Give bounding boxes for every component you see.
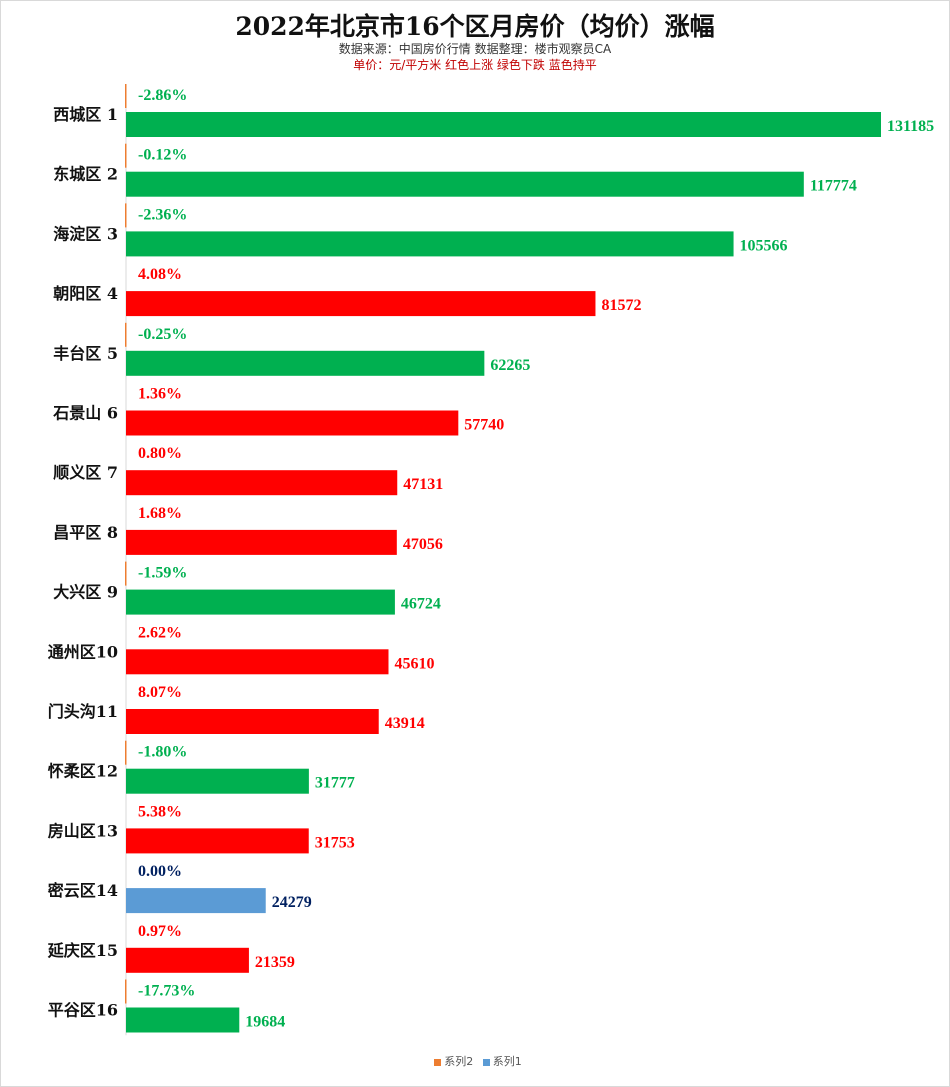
legend: 系列2 系列1 bbox=[1, 1053, 949, 1069]
price-bar bbox=[126, 291, 596, 317]
change-label: 1.36% bbox=[138, 386, 182, 403]
change-label: -0.12% bbox=[138, 147, 187, 164]
change-label: 0.80% bbox=[138, 445, 182, 462]
value-label: 117774 bbox=[810, 178, 857, 195]
value-label: 21359 bbox=[255, 954, 295, 971]
price-bar bbox=[126, 350, 485, 376]
value-label: 57740 bbox=[464, 417, 504, 434]
value-label: 45610 bbox=[394, 655, 434, 672]
value-label: 43914 bbox=[385, 715, 425, 732]
category-label: 延庆区15 bbox=[47, 941, 118, 960]
value-label: 19684 bbox=[245, 1014, 285, 1031]
price-bar bbox=[126, 768, 309, 794]
change-label: 4.08% bbox=[138, 266, 182, 283]
change-label: 2.62% bbox=[138, 624, 182, 641]
category-label: 朝阳区 4 bbox=[53, 284, 118, 303]
change-label: 0.97% bbox=[138, 923, 182, 940]
change-label: 8.07% bbox=[138, 684, 182, 701]
category-label: 怀柔区12 bbox=[48, 762, 118, 781]
series2-bar bbox=[125, 979, 127, 1004]
category-label: 密云区14 bbox=[47, 881, 118, 900]
price-bar bbox=[126, 470, 398, 496]
value-label: 47056 bbox=[403, 536, 443, 553]
change-label: -2.36% bbox=[138, 206, 187, 223]
category-label: 平谷区16 bbox=[48, 1001, 118, 1020]
series2-bar bbox=[125, 322, 127, 347]
category-label: 东城区 2 bbox=[53, 165, 118, 184]
price-bar bbox=[126, 589, 395, 615]
price-bar bbox=[126, 828, 309, 854]
price-bar bbox=[126, 231, 734, 257]
price-bar bbox=[126, 709, 379, 734]
category-label: 海淀区 3 bbox=[53, 224, 118, 243]
price-bar bbox=[126, 171, 804, 197]
category-label: 西城区 1 bbox=[53, 105, 118, 124]
price-bar bbox=[126, 1007, 240, 1033]
category-label: 顺义区 7 bbox=[53, 463, 118, 482]
price-bar bbox=[126, 529, 397, 555]
series2-bar bbox=[125, 84, 127, 108]
price-bar bbox=[126, 649, 389, 675]
legend-swatch-series2 bbox=[434, 1058, 442, 1066]
series2-bar bbox=[125, 143, 127, 168]
change-label: -1.80% bbox=[138, 744, 187, 761]
price-bar bbox=[126, 112, 881, 137]
legend-swatch-series1 bbox=[482, 1058, 490, 1066]
category-label: 通州区10 bbox=[48, 642, 118, 661]
change-label: -2.86% bbox=[138, 87, 187, 104]
series2-bar bbox=[125, 740, 127, 765]
series2-bar bbox=[125, 561, 127, 586]
chart-title: 2022年北京市16个区月房价（均价）涨幅 bbox=[235, 12, 715, 41]
legend-label-series1: 系列1 bbox=[492, 1055, 522, 1068]
value-label: 31753 bbox=[315, 834, 355, 851]
category-label: 石景山 6 bbox=[52, 404, 118, 423]
price-bar bbox=[126, 410, 459, 436]
change-label: -17.73% bbox=[138, 983, 195, 1000]
category-label: 门头沟11 bbox=[48, 702, 118, 721]
change-label: 5.38% bbox=[138, 803, 182, 820]
price-bar bbox=[126, 947, 249, 973]
category-label: 大兴区 9 bbox=[53, 583, 118, 602]
change-label: 0.00% bbox=[138, 863, 182, 880]
value-label: 47131 bbox=[403, 476, 443, 493]
chart-unit-note: 单价：元/平方米 红色上涨 绿色下跌 蓝色持平 bbox=[353, 58, 597, 72]
category-label: 昌平区 8 bbox=[53, 523, 118, 542]
price-bar bbox=[126, 888, 266, 914]
change-label: 1.68% bbox=[138, 505, 182, 522]
value-label: 31777 bbox=[315, 775, 355, 792]
value-label: 24279 bbox=[272, 894, 312, 911]
value-label: 81572 bbox=[601, 297, 641, 314]
change-label: -1.59% bbox=[138, 565, 187, 582]
value-label: 62265 bbox=[490, 357, 530, 374]
category-label: 房山区13 bbox=[48, 821, 118, 840]
chart-subtitle: 数据来源：中国房价行情 数据整理：楼市观察员CA bbox=[338, 42, 612, 56]
category-label: 丰台区 5 bbox=[53, 344, 118, 363]
value-label: 131185 bbox=[887, 118, 934, 135]
legend-label-series2: 系列2 bbox=[444, 1055, 474, 1068]
value-label: 46724 bbox=[401, 596, 441, 613]
change-label: -0.25% bbox=[138, 326, 187, 343]
value-label: 105566 bbox=[740, 237, 788, 254]
series2-bar bbox=[125, 203, 127, 228]
